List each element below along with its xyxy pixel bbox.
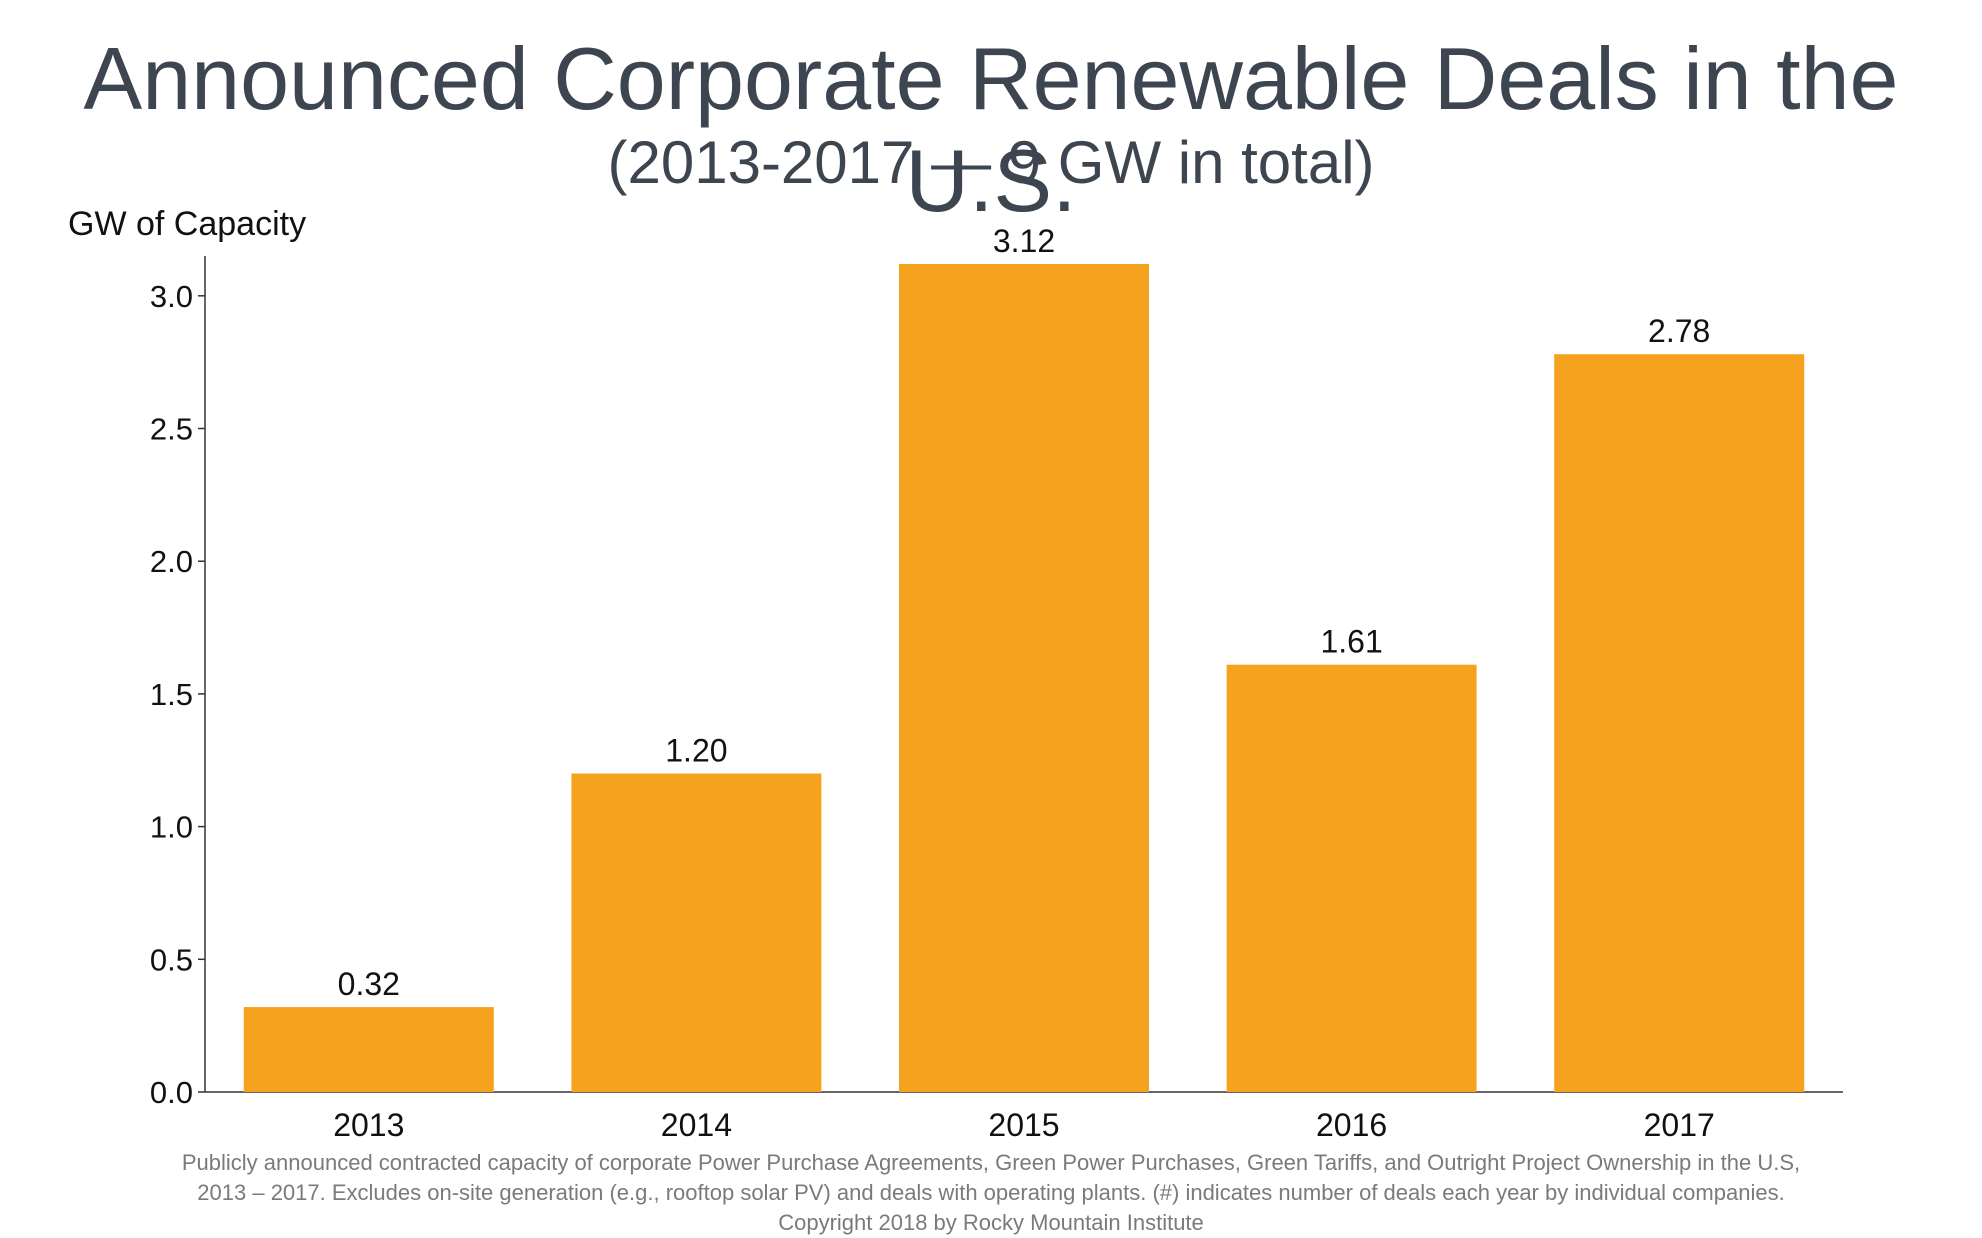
x-tick-label-2017: 2017 (1644, 1107, 1715, 1143)
chart-title: Announced Corporate Renewable Deals in t… (83, 29, 1899, 230)
data-label-2015: 3.12 (993, 223, 1055, 259)
y-axis-label: GW of Capacity (68, 205, 306, 243)
data-label-2013: 0.32 (338, 966, 400, 1002)
chart-subtitle: (2013-2017 — 9 GW in total) (607, 129, 1375, 196)
footnote: Publicly announced contracted capacity o… (0, 1148, 1982, 1238)
y-tick-label: 2.0 (150, 544, 193, 579)
bar-2014 (571, 773, 822, 1092)
bar-2013 (243, 1007, 494, 1092)
y-tick-label: 2.5 (150, 412, 193, 447)
x-tick-label-2013: 2013 (333, 1107, 404, 1143)
y-tick-label: 1.0 (150, 810, 193, 845)
y-tick-label: 1.5 (150, 677, 193, 712)
data-label-2014: 1.20 (665, 733, 727, 769)
y-tick-label: 0.5 (150, 942, 193, 977)
copyright-text: Copyright 2018 by Rocky Mountain Institu… (778, 1210, 1204, 1235)
plot-area: 0.0 0.5 1.0 1.5 2.0 2.5 3.0 0.32 2013 1.20 2014 3.1… (150, 223, 1843, 1143)
bar-2017 (1554, 354, 1805, 1092)
bar-2016 (1226, 664, 1477, 1092)
bar-2015 (899, 263, 1149, 1092)
y-tick-label: 0.0 (150, 1075, 193, 1110)
data-label-2017: 2.78 (1648, 313, 1710, 349)
x-tick-label-2014: 2014 (661, 1107, 732, 1143)
x-tick-label-2016: 2016 (1316, 1107, 1387, 1143)
footnote-line-1: Publicly announced contracted capacity o… (181, 1150, 1801, 1175)
x-tick-label-2015: 2015 (988, 1107, 1059, 1143)
data-label-2016: 1.61 (1320, 624, 1382, 660)
y-tick-label: 3.0 (150, 279, 193, 314)
footnote-line-2: 2013 – 2017. Excludes on-site generation… (197, 1180, 1785, 1205)
